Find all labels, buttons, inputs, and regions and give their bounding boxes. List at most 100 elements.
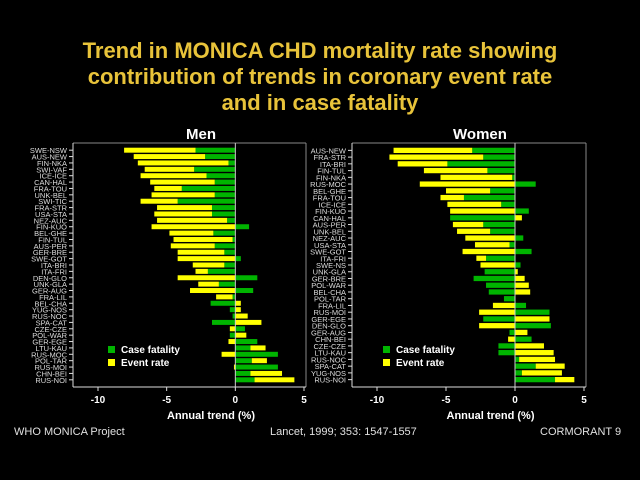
women-legend-label-case-fatality: Case fatality — [396, 345, 455, 356]
men-bar-event-rate — [144, 166, 195, 172]
men-category-label: USA-STA — [35, 210, 67, 219]
men-bar-case-fatality — [235, 288, 254, 294]
women-category-label: YUG-NOS — [311, 369, 346, 378]
men-bar-case-fatality — [235, 339, 258, 345]
men-bar-case-fatality — [194, 166, 236, 172]
slide-title: Trend in MONICA CHD mortality rate showi… — [0, 38, 640, 116]
women-category-label: FRA-STR — [314, 153, 347, 162]
men-category-label: SWE-NSW — [30, 146, 68, 155]
men-bar-case-fatality — [235, 256, 241, 262]
women-category-label: USA-STA — [314, 241, 346, 250]
men-category-label: DEN-GLO — [33, 274, 67, 283]
men-category-label: YUG-NOS — [32, 306, 67, 315]
men-category-label: UNK-GLA — [34, 280, 67, 289]
men-bar-case-fatality — [224, 249, 236, 255]
women-bar-event-rate — [480, 262, 515, 268]
men-x-tick-label: -5 — [162, 395, 171, 406]
men-bar-case-fatality — [228, 160, 236, 166]
women-category-label: FIN-NKA — [316, 173, 346, 182]
men-legend-swatch-case-fatality — [108, 346, 115, 353]
men-bar-event-rate — [177, 249, 225, 255]
men-bar-case-fatality — [211, 319, 236, 325]
women-legend-label-event-rate: Event rate — [396, 358, 445, 369]
men-bar-event-rate — [190, 288, 236, 294]
men-bar-case-fatality — [235, 370, 251, 376]
women-bar-event-rate — [393, 147, 473, 154]
men-bar-event-rate — [195, 268, 208, 274]
men-bar-event-rate — [192, 262, 225, 268]
women-bar-event-rate — [450, 208, 515, 214]
men-category-label: GER-BRE — [33, 248, 67, 257]
men-bar-case-fatality — [210, 300, 236, 306]
women-bar-case-fatality — [515, 370, 522, 376]
men-bar-event-rate — [235, 319, 262, 325]
women-bar-event-rate — [446, 188, 491, 194]
men-bar-case-fatality — [205, 154, 236, 160]
women-category-label: SWE-GOT — [310, 248, 346, 257]
men-bar-event-rate — [124, 147, 196, 153]
women-category-label: CZE-CZE — [314, 342, 347, 351]
women-bar-case-fatality — [463, 194, 515, 201]
title-line-3: and in case fatality — [221, 90, 419, 115]
men-bar-case-fatality — [232, 236, 236, 242]
men-bar-case-fatality — [211, 211, 236, 217]
women-legend-swatch-case-fatality — [383, 346, 390, 353]
men-x-tick-label: 0 — [233, 395, 239, 406]
women-bar-case-fatality — [472, 147, 515, 154]
women-category-label: BEL-CHA — [313, 288, 346, 297]
men-bar-event-rate — [235, 332, 247, 338]
men-bar-case-fatality — [206, 173, 236, 179]
men-category-label: FIN-NKA — [37, 159, 67, 168]
women-bar-case-fatality — [486, 255, 515, 261]
women-bar-case-fatality — [512, 174, 515, 180]
women-x-tick-label: 5 — [581, 395, 587, 406]
men-legend-label-event-rate: Event rate — [121, 358, 170, 369]
men-bar-event-rate — [250, 345, 266, 351]
women-bar-event-rate — [555, 376, 575, 383]
men-bar-case-fatality — [235, 224, 250, 230]
women-bar-case-fatality — [483, 316, 515, 322]
men-bar-event-rate — [170, 243, 215, 249]
women-category-label: ITA-FRI — [320, 254, 346, 263]
men-category-label: GER-AUG — [32, 287, 67, 296]
women-bar-case-fatality — [490, 188, 515, 194]
women-bar-case-fatality — [483, 154, 515, 160]
men-bar-event-rate — [177, 275, 236, 281]
women-category-label: RUS-NOI — [314, 376, 346, 385]
women-bar-case-fatality — [498, 343, 515, 349]
women-bar-case-fatality — [447, 161, 515, 167]
women-category-label: ICE-ICE — [318, 200, 346, 209]
men-bar-case-fatality — [232, 294, 236, 300]
women-bar-case-fatality — [509, 329, 515, 336]
women-bar-event-rate — [515, 316, 550, 322]
women-category-label: AUS-NEW — [311, 146, 347, 155]
women-category-label: RUS-MOI — [314, 308, 347, 317]
women-bar-event-rate — [389, 154, 484, 160]
women-bar-case-fatality — [515, 356, 520, 363]
men-bar-event-rate — [137, 160, 229, 166]
women-bar-case-fatality — [503, 296, 515, 302]
women-bar-event-rate — [423, 167, 488, 174]
women-category-label: DEN-GLO — [312, 322, 346, 331]
men-bar-event-rate — [169, 230, 214, 236]
women-bar-case-fatality — [498, 350, 515, 356]
men-bar-event-rate — [150, 179, 215, 185]
women-bar-case-fatality — [501, 201, 515, 207]
women-category-label: FRA-LIL — [318, 301, 346, 310]
women-bar-event-rate — [479, 323, 515, 329]
women-category-label: GER-EGE — [311, 315, 346, 324]
men-bar-event-rate — [235, 313, 248, 319]
men-bar-case-fatality — [214, 192, 236, 198]
men-category-label: FIN-TUL — [38, 235, 67, 244]
women-category-label: CAN-HAL — [313, 214, 346, 223]
men-category-label: RUS-NOI — [35, 376, 67, 385]
women-bar-case-fatality — [515, 262, 521, 268]
men-category-label: RUS-MOC — [31, 350, 67, 359]
men-bar-event-rate — [157, 205, 212, 211]
women-bar-event-rate — [419, 181, 515, 187]
women-bar-event-rate — [508, 336, 515, 342]
women-bar-event-rate — [521, 370, 562, 376]
men-bar-event-rate — [251, 358, 267, 364]
women-bar-event-rate — [440, 194, 464, 201]
